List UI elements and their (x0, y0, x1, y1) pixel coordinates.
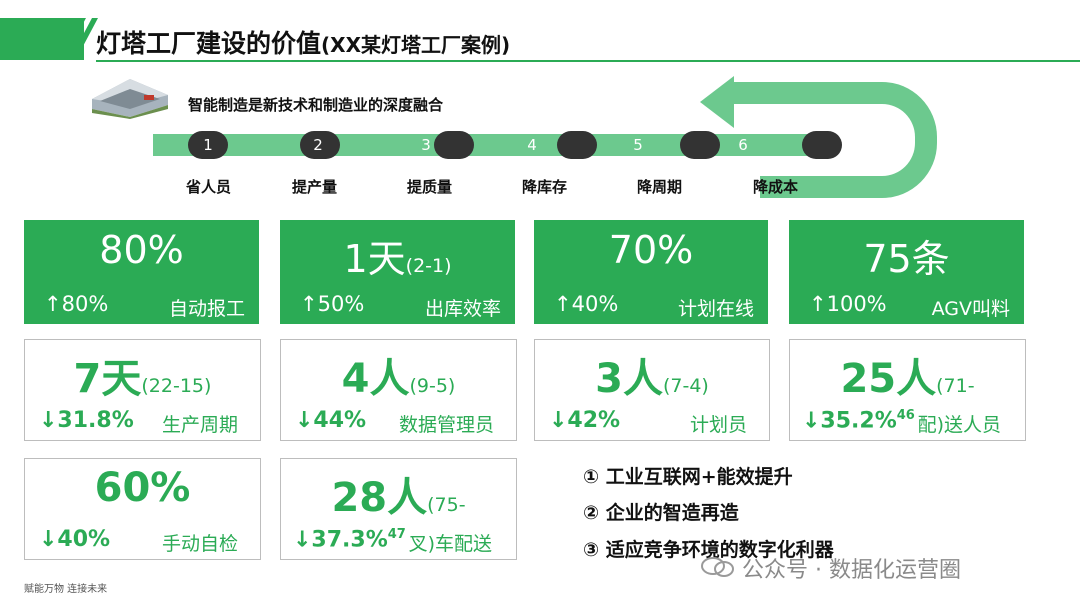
metric-label: AGV叫料 (931, 298, 1010, 320)
step-number: 6 (738, 136, 748, 154)
step-label: 省人员 (186, 178, 232, 196)
metric-label: 配)送人员 (917, 414, 1001, 436)
metric-label: 计划在线 (677, 298, 754, 320)
metric-value: 28人(75- (331, 475, 466, 521)
metric-label: 自动报工 (168, 298, 245, 320)
metric-change: ↑80% (44, 292, 109, 316)
process-track (153, 134, 823, 156)
step-number: 2 (313, 136, 323, 154)
benefit-item: ② 企业的智造再造 (583, 502, 739, 524)
metric-value: 80% (99, 228, 184, 272)
step-number: 1 (203, 136, 213, 154)
factory-photo-icon (92, 79, 168, 119)
metric-card-outbound-efficiency: 1天(2-1) ↑50% 出库效率 (280, 220, 515, 324)
metric-label: 手动自检 (161, 533, 238, 555)
step-label: 降周期 (637, 178, 683, 196)
metric-label: 数据管理员 (398, 414, 494, 436)
metric-change: ↓40% (39, 527, 111, 552)
metric-label: 生产周期 (161, 414, 238, 436)
step-marker (188, 131, 228, 159)
metric-change: ↓31.8% (39, 408, 134, 433)
metric-change: ↑100% (809, 292, 887, 316)
metric-value: 75条 (863, 237, 950, 281)
metric-value: 1天(2-1) (343, 237, 452, 281)
footer-slogan: 赋能万物 连接未来 (24, 584, 108, 595)
metric-card-data-admins: 4人(9-5) ↓44% 数据管理员 (280, 339, 517, 441)
metric-change: ↓37.3%47 (293, 527, 406, 553)
metric-label: 计划员 (689, 414, 747, 436)
step-number: 3 (421, 136, 431, 154)
metric-value: 70% (608, 228, 694, 272)
metric-card-auto-report: 80% ↑80% 自动报工 (24, 220, 259, 324)
step-marker (802, 131, 842, 159)
metric-card-planners: 3人(7-4) ↓42% 计划员 (534, 339, 770, 441)
metric-change: ↓44% (295, 408, 367, 433)
metric-value: 60% (94, 465, 191, 511)
metric-change: ↓42% (549, 408, 621, 433)
benefit-item: ① 工业互联网+能效提升 (583, 466, 793, 488)
header-underline (96, 60, 1080, 62)
process-arrowhead (700, 76, 734, 128)
step-marker (557, 131, 597, 159)
metric-change: ↑50% (300, 292, 365, 316)
step-marker (680, 131, 720, 159)
metric-value: 7天(22-15) (73, 356, 212, 402)
step-marker (434, 131, 474, 159)
step-label: 提质量 (407, 178, 453, 196)
metric-card-plan-online: 70% ↑40% 计划在线 (534, 220, 768, 324)
process-caption: 智能制造是新技术和制造业的深度融合 (188, 96, 444, 114)
benefit-item: ③ 适应竞争环境的数字化利器 (583, 539, 834, 561)
metric-card-forklift-delivery: 28人(75- ↓37.3%47 叉)车配送 (280, 458, 517, 560)
step-number: 4 (527, 136, 537, 154)
page-subtitle: (XX某灯塔工厂案例) (321, 33, 511, 57)
step-marker (300, 131, 340, 159)
metric-value: 25人(71- (840, 356, 975, 402)
metric-value: 4人(9-5) (341, 356, 456, 402)
metric-label: 叉)车配送 (408, 533, 492, 555)
page-title: 灯塔工厂建设的价值(XX某灯塔工厂案例) (96, 29, 511, 58)
metric-card-manual-inspection: 60% ↓40% 手动自检 (24, 458, 261, 560)
metric-value: 3人(7-4) (595, 356, 709, 402)
metric-card-production-cycle: 7天(22-15) ↓31.8% 生产周期 (24, 339, 261, 441)
watermark: 公众号 · 数据化运营圈 (742, 558, 961, 583)
step-number: 5 (633, 136, 643, 154)
wechat-icon (701, 557, 734, 577)
step-label: 降库存 (522, 178, 568, 196)
metric-change: ↓35.2%46 (802, 408, 915, 434)
metric-card-agv-call: 75条 ↑100% AGV叫料 (789, 220, 1024, 324)
metric-label: 出库效率 (424, 298, 501, 320)
metric-card-delivery-staff: 25人(71- ↓35.2%46 配)送人员 (789, 339, 1026, 441)
metric-change: ↑40% (554, 292, 619, 316)
step-label: 提产量 (292, 178, 338, 196)
step-label: 降成本 (753, 178, 799, 196)
